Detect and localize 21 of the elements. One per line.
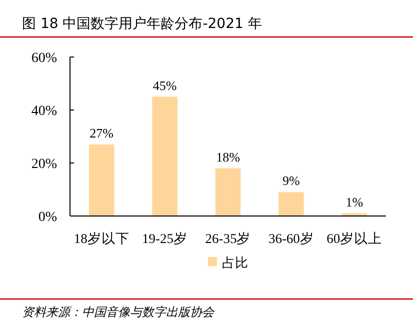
x-tick-label: 26-35岁 bbox=[205, 231, 251, 246]
y-tick-label: 0% bbox=[38, 210, 58, 225]
x-tick-label: 19-25岁 bbox=[142, 231, 188, 246]
y-tick-label: 40% bbox=[31, 104, 58, 119]
text: 45% bbox=[152, 78, 177, 93]
y-tick-label: 60% bbox=[31, 51, 58, 66]
bar bbox=[152, 96, 178, 216]
text: 27% bbox=[90, 125, 114, 140]
x-tick-label: 36-60岁 bbox=[268, 231, 314, 246]
bar bbox=[215, 168, 241, 216]
text: 9% bbox=[282, 173, 300, 188]
bar bbox=[278, 192, 304, 216]
text: 1% bbox=[346, 194, 364, 210]
y-tick-label: 20% bbox=[31, 157, 58, 172]
chart-title: 图 18 中国数字用户年龄分布-2021 年 bbox=[22, 16, 262, 32]
legend-label: 占比 bbox=[222, 256, 248, 271]
bar bbox=[88, 144, 114, 216]
text: 资料来源：中国音像与数字出版协会 bbox=[22, 305, 215, 319]
text: 18% bbox=[216, 149, 240, 164]
x-tick-label: 18岁以下 bbox=[74, 231, 130, 246]
x-tick-label: 60岁以上 bbox=[326, 231, 382, 246]
